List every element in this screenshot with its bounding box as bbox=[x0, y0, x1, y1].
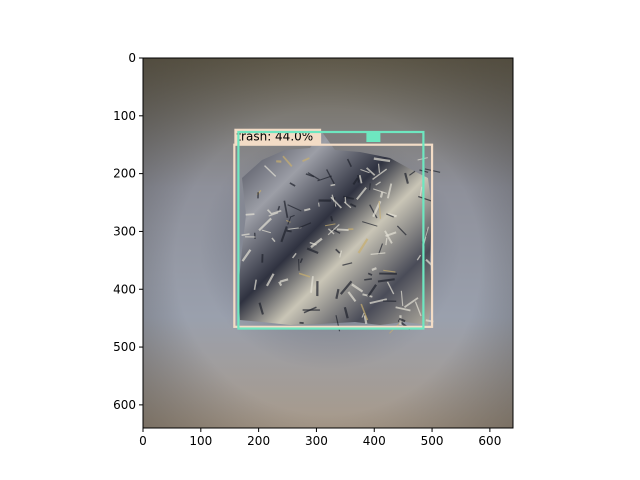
x-tick-label: 600 bbox=[478, 434, 501, 448]
x-tick-label: 400 bbox=[363, 434, 386, 448]
x-tick-label: 200 bbox=[247, 434, 270, 448]
y-tick-label: 200 bbox=[113, 167, 136, 181]
x-axis: 0 100 200 300 400 500 600 bbox=[139, 428, 501, 448]
x-tick-label: 0 bbox=[139, 434, 147, 448]
y-tick-label: 100 bbox=[113, 109, 136, 123]
y-tick-label: 400 bbox=[113, 282, 136, 296]
detection-label-bg bbox=[366, 132, 381, 142]
y-tick-label: 600 bbox=[113, 398, 136, 412]
axes-frame bbox=[142, 57, 514, 429]
detection-box-1 bbox=[233, 143, 434, 328]
detection-label: trash: 44.0% bbox=[236, 130, 313, 144]
detection-boxes: trash: 44.0% bbox=[233, 128, 434, 330]
detection-box-2 bbox=[237, 130, 425, 330]
y-tick-label: 500 bbox=[113, 340, 136, 354]
y-tick-label: 0 bbox=[128, 51, 136, 65]
y-axis: 0 100 200 300 400 500 600 bbox=[113, 51, 143, 412]
x-tick-label: 500 bbox=[421, 434, 444, 448]
x-tick-label: 300 bbox=[305, 434, 328, 448]
y-tick-label: 300 bbox=[113, 224, 136, 238]
x-tick-label: 100 bbox=[189, 434, 212, 448]
photo-image bbox=[143, 58, 513, 428]
